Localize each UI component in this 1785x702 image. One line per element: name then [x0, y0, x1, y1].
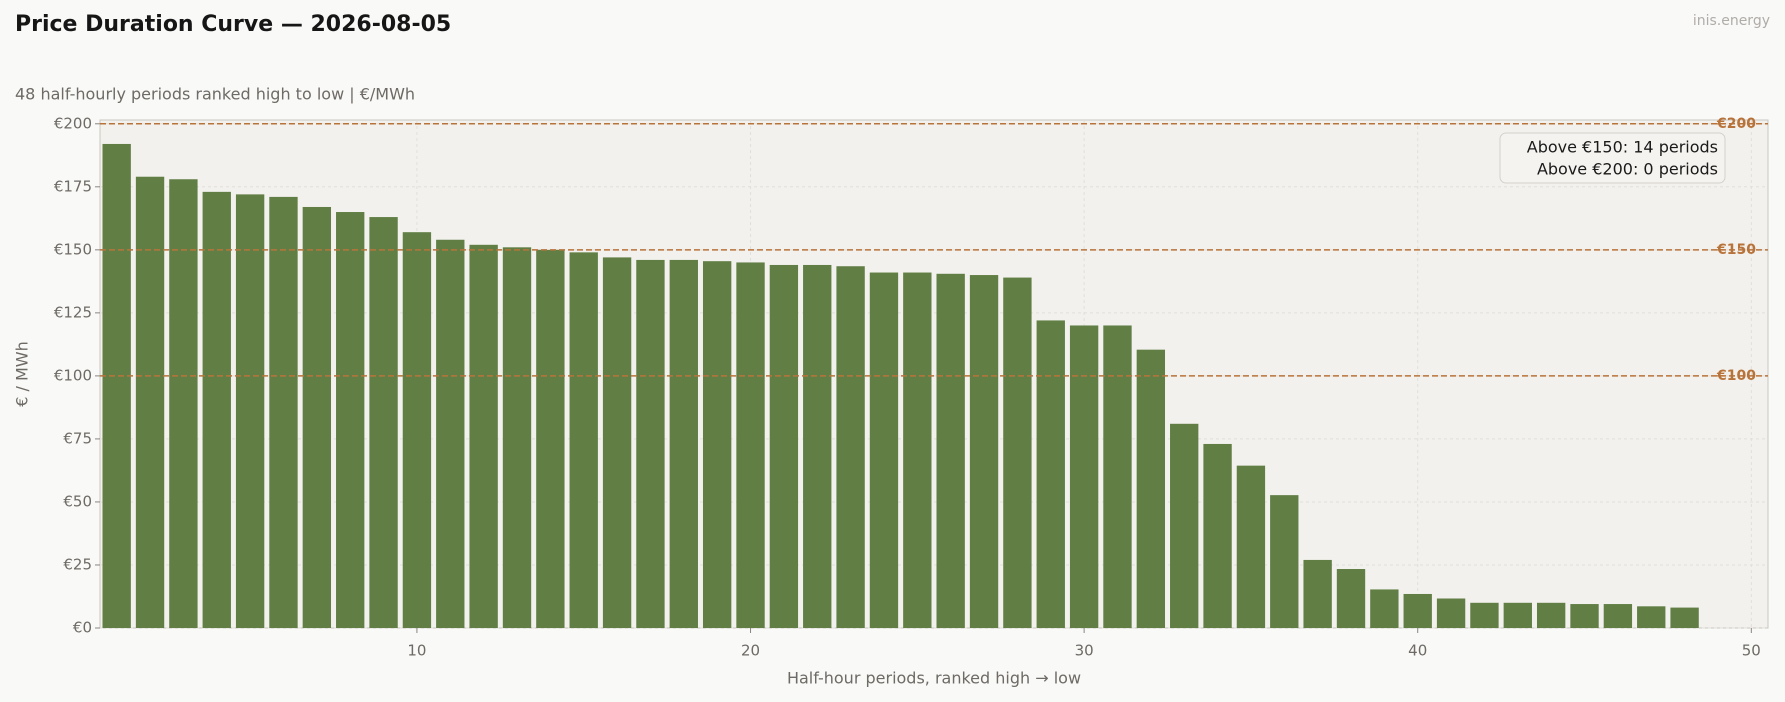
bar: [1069, 325, 1099, 628]
bar: [1003, 277, 1032, 628]
bar: [1270, 495, 1299, 628]
x-tick-label: 20: [741, 642, 760, 660]
bar: [769, 264, 799, 628]
bar: [202, 191, 231, 628]
bar: [235, 194, 265, 629]
bar: [1503, 602, 1532, 628]
bar: [469, 244, 498, 628]
bar: [1336, 569, 1366, 628]
y-tick-label: €0: [73, 619, 92, 637]
reference-label: €200: [1716, 116, 1756, 132]
reference-label: €150: [1716, 242, 1756, 258]
bar: [1203, 443, 1232, 628]
bar: [1236, 465, 1266, 628]
x-tick-label: 50: [1742, 642, 1761, 660]
subtitle: 48 half-hourly periods ranked high to lo…: [15, 85, 415, 104]
bar: [1403, 593, 1432, 628]
bar: [1670, 607, 1699, 628]
x-tick-label: 10: [407, 642, 426, 660]
watermark: inis.energy: [1693, 13, 1770, 29]
bar: [1536, 602, 1566, 628]
bar: [1370, 589, 1399, 628]
bar: [169, 179, 198, 628]
bar: [803, 264, 832, 628]
reference-label: €100: [1716, 368, 1756, 384]
y-tick-label: €200: [54, 114, 92, 132]
chart-title: Price Duration Curve — 2026-08-05: [15, 12, 451, 37]
y-axis-label: € / MWh: [13, 341, 32, 407]
x-axis-label: Half-hour periods, ranked high → low: [787, 669, 1081, 688]
bar: [502, 247, 532, 629]
annotation-text: Above €200: 0 periods: [1537, 160, 1718, 179]
y-tick-label: €175: [54, 177, 92, 195]
bar: [102, 143, 131, 628]
y-tick-label: €50: [63, 492, 92, 510]
bar: [903, 272, 932, 628]
bar: [269, 196, 298, 628]
bar: [302, 206, 332, 628]
bar: [1170, 423, 1199, 628]
y-tick-label: €75: [63, 429, 92, 447]
y-tick-label: €150: [54, 240, 92, 258]
bar: [1136, 349, 1166, 628]
bar: [936, 273, 965, 628]
bar: [602, 257, 632, 628]
bar: [1436, 598, 1466, 628]
bar: [669, 259, 698, 628]
bar: [569, 252, 598, 629]
bar: [369, 217, 398, 628]
bar: [836, 266, 865, 628]
bar: [969, 275, 999, 628]
bar: [869, 272, 899, 628]
bar: [1303, 559, 1332, 628]
bar: [402, 232, 432, 628]
y-tick-label: €100: [54, 366, 92, 384]
y-tick-label: €25: [63, 555, 92, 573]
bar: [536, 249, 565, 628]
annotation-text: Above €150: 14 periods: [1527, 138, 1718, 157]
bar: [1637, 606, 1666, 628]
bar: [1036, 320, 1065, 628]
x-tick-label: 40: [1408, 642, 1427, 660]
bar: [1603, 604, 1633, 628]
annotation-box: [1499, 132, 1726, 184]
bar: [1103, 325, 1132, 628]
bar: [436, 239, 465, 628]
bar: [636, 259, 665, 628]
bar: [135, 176, 165, 629]
bar: [1570, 604, 1599, 628]
bar: [1470, 602, 1499, 628]
bar: [736, 262, 765, 628]
x-tick-label: 30: [1075, 642, 1094, 660]
y-tick-label: €125: [54, 303, 92, 321]
bar: [702, 261, 732, 628]
bar: [336, 212, 365, 629]
